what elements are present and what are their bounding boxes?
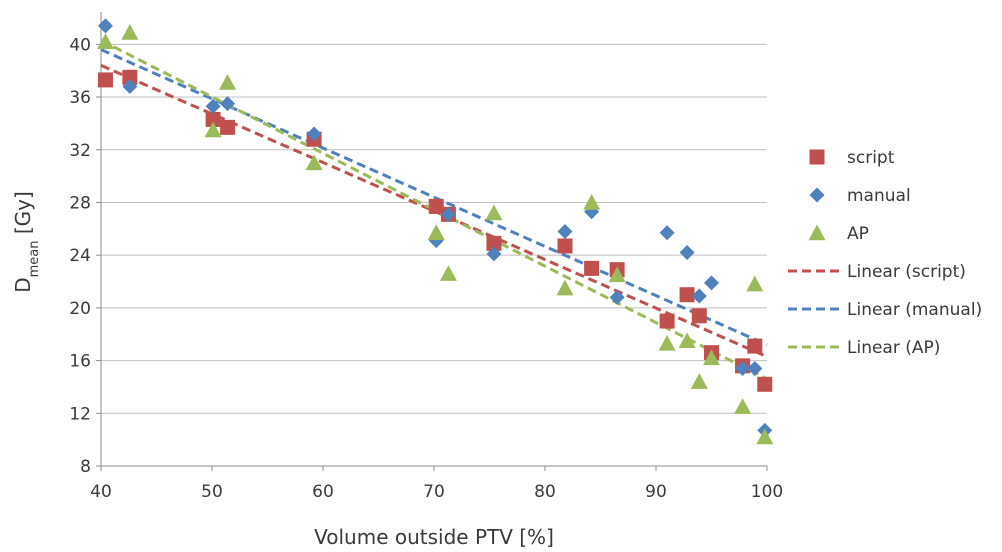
- tick-label-y-36: 36: [69, 88, 91, 108]
- point-3-13: [678, 332, 696, 349]
- point-3-15: [703, 349, 720, 366]
- tick-label-x-90: 90: [645, 482, 667, 502]
- series-3: [96, 23, 774, 445]
- y-axis-title-unit: [Gy]: [11, 191, 35, 240]
- tick-label-y-40: 40: [69, 35, 91, 55]
- y-axis-title-subscript: mean: [27, 241, 42, 278]
- point-1-4: [220, 119, 236, 135]
- tick-label-x-60: 60: [312, 482, 334, 502]
- point-1-8: [486, 235, 502, 251]
- point-1-18: [757, 376, 773, 392]
- tick-label-x-70: 70: [423, 482, 445, 502]
- point-2-9: [557, 223, 573, 239]
- trendline-2: [100, 48, 768, 347]
- tick-label-y-24: 24: [69, 246, 91, 266]
- axes: [96, 12, 768, 471]
- tick-label-y-32: 32: [69, 141, 91, 161]
- point-2-13: [679, 245, 695, 261]
- point-1-12: [659, 313, 675, 329]
- legend-marker-1: [809, 149, 825, 165]
- point-2-2: [122, 79, 138, 95]
- point-1-3: [205, 111, 221, 127]
- point-3-18: [756, 428, 774, 445]
- point-1-10: [584, 260, 600, 276]
- y-axis-title-main: D: [11, 277, 35, 292]
- legend-trend-label-1: Linear (script): [847, 262, 966, 282]
- point-2-17: [747, 360, 763, 376]
- point-2-14: [691, 288, 707, 304]
- point-3-12: [658, 334, 676, 351]
- legend: script manual AP Linear (script) Linear (man…: [788, 148, 982, 358]
- point-1-13: [679, 287, 695, 303]
- trendline-3: [100, 39, 768, 381]
- point-3-10: [583, 193, 601, 210]
- point-1-1: [97, 72, 113, 88]
- point-2-16: [735, 360, 751, 376]
- tick-label-x-50: 50: [201, 482, 223, 502]
- point-2-5: [306, 126, 322, 142]
- data-points: [96, 18, 774, 445]
- tick-label-x-40: 40: [90, 482, 112, 502]
- tick-label-x-80: 80: [534, 482, 556, 502]
- tick-labels: 8 12 16 20 24 28 32 36 40 40 50 60 70 80 90 100: [69, 35, 783, 502]
- legend-label-1: script: [847, 148, 895, 168]
- tick-label-y-12: 12: [69, 404, 91, 424]
- point-3-3: [204, 121, 222, 138]
- point-2-7: [440, 206, 456, 222]
- point-1-14: [691, 308, 707, 324]
- tick-label-y-16: 16: [69, 352, 91, 372]
- legend-label-3: AP: [847, 224, 869, 244]
- point-3-16: [734, 398, 752, 414]
- trendline-1: [100, 64, 768, 359]
- point-2-3: [205, 98, 221, 114]
- point-2-15: [704, 275, 719, 291]
- point-3-4: [219, 74, 237, 90]
- point-2-8: [486, 246, 502, 262]
- point-3-8: [485, 204, 503, 221]
- point-2-4: [220, 96, 236, 112]
- tick-label-y-28: 28: [69, 193, 91, 213]
- point-3-7: [439, 265, 457, 281]
- tick-label-x-100: 100: [751, 482, 783, 502]
- point-3-1: [96, 33, 114, 49]
- legend-trend-label-3: Linear (AP): [847, 338, 940, 358]
- point-2-1: [97, 18, 113, 34]
- point-2-11: [609, 289, 625, 305]
- point-3-9: [556, 279, 574, 296]
- point-3-17: [746, 275, 764, 292]
- legend-trend-label-2: Linear (manual): [847, 300, 982, 320]
- point-3-11: [608, 266, 626, 283]
- tick-label-y-8: 8: [80, 457, 91, 477]
- point-3-2: [121, 23, 139, 40]
- point-1-9: [557, 238, 573, 254]
- x-axis-title: Volume outside PTV [%]: [314, 525, 554, 549]
- legend-label-2: manual: [847, 186, 911, 206]
- trendlines: [100, 39, 768, 381]
- point-3-14: [690, 373, 708, 389]
- point-2-12: [659, 225, 675, 241]
- tick-label-y-20: 20: [69, 299, 91, 319]
- point-1-6: [428, 198, 444, 214]
- point-3-6: [427, 224, 445, 241]
- point-1-2: [122, 69, 138, 85]
- legend-marker-2: [809, 187, 825, 203]
- point-3-5: [305, 154, 323, 171]
- y-axis-title: Dmean [Gy]: [11, 191, 42, 293]
- point-1-17: [747, 338, 763, 354]
- legend-marker-3: [808, 224, 826, 241]
